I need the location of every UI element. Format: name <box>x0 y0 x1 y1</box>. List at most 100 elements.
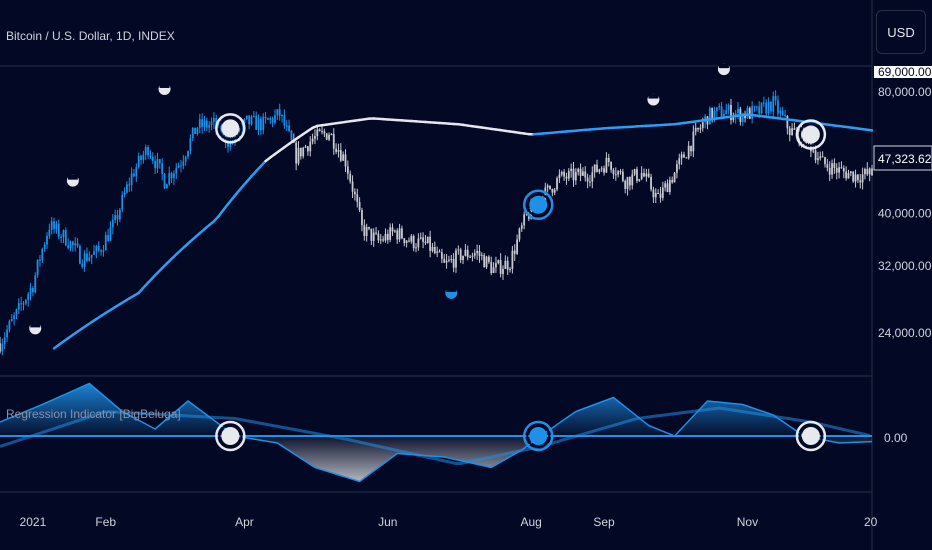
candle-body <box>69 241 72 248</box>
candle-body <box>713 111 716 120</box>
candle-body <box>295 142 298 164</box>
signal-marker-large <box>522 189 554 221</box>
regression-segment <box>222 202 230 212</box>
candle-body <box>659 193 662 198</box>
candle-body <box>520 225 523 229</box>
candle-body <box>64 230 67 246</box>
candle-body <box>636 169 638 181</box>
candle-body <box>95 246 98 252</box>
candle-body <box>391 227 394 232</box>
candle-body <box>32 287 34 293</box>
candle-body <box>690 145 692 152</box>
candle-body <box>469 256 471 258</box>
candle-body <box>589 181 591 183</box>
candle-body <box>676 164 678 173</box>
candle-body <box>276 109 279 116</box>
candle-body <box>212 118 215 122</box>
candle-body <box>668 180 671 193</box>
candle-body <box>111 220 114 228</box>
candle-body <box>346 166 349 174</box>
candle-body <box>147 147 149 156</box>
candle-body <box>579 168 582 176</box>
candle-body <box>264 116 267 119</box>
candle-body <box>471 255 474 257</box>
candle-body <box>457 249 460 251</box>
candle-body <box>866 168 869 175</box>
candle-body <box>3 337 6 344</box>
indicator-negative-area <box>0 436 872 482</box>
candle-body <box>424 241 427 243</box>
candle-body <box>480 255 483 257</box>
indicator-title: Regression Indicator [BigBeluga] <box>6 407 181 421</box>
candle-body <box>281 115 283 117</box>
time-axis[interactable]: 2021 Feb Apr Jun Aug Sep Nov 20 <box>20 515 878 529</box>
candle-body <box>24 299 27 304</box>
candle-body <box>41 248 44 261</box>
candle-body <box>144 147 147 155</box>
candle-body <box>711 107 714 120</box>
candle-body <box>267 118 269 120</box>
candle-body <box>621 171 624 181</box>
candle-body <box>252 115 255 117</box>
signal-marker-large <box>215 113 246 144</box>
candle-body <box>572 168 575 181</box>
last-price-box: 47,323.62 <box>873 145 932 171</box>
candle-body <box>730 105 732 121</box>
candle-body <box>445 260 448 263</box>
candle-body <box>168 173 171 185</box>
candle-body <box>516 239 518 254</box>
candle-body <box>389 227 392 240</box>
candle-body <box>751 106 754 119</box>
candle-body <box>664 183 667 188</box>
candle-body <box>856 174 859 181</box>
candle-body <box>549 185 551 189</box>
candle-body <box>114 215 117 221</box>
candle-body <box>259 118 262 131</box>
candle-body <box>71 241 74 246</box>
candle-body <box>88 257 91 261</box>
candle-body <box>643 172 645 177</box>
candle-body <box>243 119 246 123</box>
price-axis[interactable]: 80,000.00 40,000.00 32,000.00 24,000.00 <box>878 85 932 340</box>
time-tick-label: 2021 <box>20 515 47 529</box>
candle-body <box>631 174 634 186</box>
indicator-signal-marker <box>795 420 827 452</box>
candle-body <box>821 156 824 158</box>
indicator-zero-label: 0.00 <box>884 431 908 445</box>
candle-body <box>20 303 23 305</box>
candle-body <box>871 168 873 176</box>
candle-body <box>448 259 450 261</box>
candle-body <box>311 138 314 142</box>
candle-body <box>104 235 107 251</box>
candle-body <box>574 172 577 181</box>
candle-body <box>128 184 131 186</box>
candle-body <box>370 228 373 241</box>
regression-segment <box>217 208 225 218</box>
candle-body <box>180 165 182 167</box>
candle-body <box>100 250 102 252</box>
candle-body <box>97 246 100 251</box>
candle-body <box>438 251 441 253</box>
candle-body <box>476 250 479 254</box>
candle-body <box>396 230 399 240</box>
candle-body <box>220 121 222 135</box>
candle-body <box>288 125 290 131</box>
candle-body <box>767 101 770 114</box>
candle-body <box>650 176 652 190</box>
candle-body <box>791 128 793 136</box>
candle-body <box>189 138 192 152</box>
candle-body <box>708 107 711 125</box>
candle-body <box>140 155 142 160</box>
candle-body <box>607 157 610 163</box>
candle-body <box>17 303 20 310</box>
currency-button[interactable]: USD <box>876 10 926 54</box>
candle-body <box>203 120 206 127</box>
candle-body <box>57 223 60 237</box>
candle-body <box>201 119 204 127</box>
candle-body <box>699 127 702 130</box>
price-tick-label: 40,000.00 <box>878 206 932 220</box>
candle-body <box>229 140 232 147</box>
candle-body <box>678 158 681 165</box>
